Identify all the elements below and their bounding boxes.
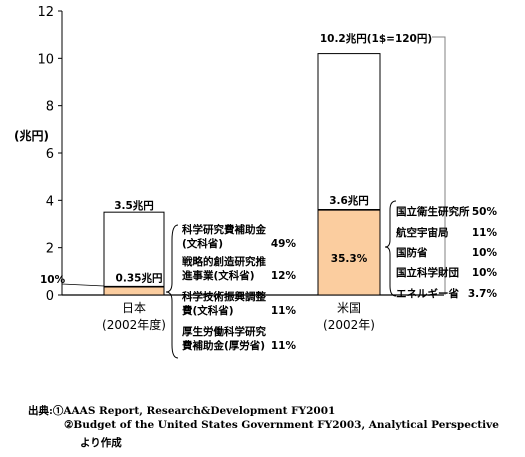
y-tick-label: 4: [46, 194, 54, 209]
bar-segment: [103, 286, 165, 296]
breakdown-label: 航空宇宙局: [396, 226, 449, 239]
breakdown-label: エネルギー省: [396, 287, 459, 300]
breakdown-label: 国立衛生研究所: [396, 205, 470, 218]
breakdown-label: 厚生労働科学研究: [182, 325, 266, 338]
breakdown-percent: 50%: [472, 206, 498, 218]
chart: 0 2 4 6 8 10 12 (兆円) 3.5兆円 0.35兆円 10% 10.2兆円(1$=120…: [14, 5, 498, 359]
source-line-2: ②Budget of the United States Government …: [64, 419, 499, 431]
breakdown-label: 費(文科省): [182, 304, 234, 317]
y-tick-label: 12: [37, 5, 54, 20]
breakdown-label: 国防省: [396, 246, 428, 259]
y-tick-label: 8: [46, 100, 54, 115]
y-tick-label: 6: [46, 147, 54, 162]
share-leader-line: [61, 283, 105, 287]
breakdown-label: 科学研究費補助金: [182, 223, 266, 236]
breakdown-label: 戦略的創造研究推: [182, 255, 266, 268]
source-line-1: 出典:①AAAS Report, Research&Development FY…: [28, 405, 336, 417]
data-label-part: 0.35兆円: [116, 272, 163, 285]
data-label-part: 3.6兆円: [329, 194, 369, 207]
y-tick-label: 0: [46, 289, 54, 304]
data-label-total: 10.2兆円(1$=120円): [320, 32, 432, 45]
y-tick-label: 2: [46, 242, 54, 257]
y-axis-label: (兆円): [14, 128, 49, 143]
breakdown-label: 科学技術振興調整: [182, 290, 266, 303]
data-label-share: 35.3%: [331, 253, 368, 265]
breakdown-percent: 12%: [271, 270, 297, 282]
breakdown-percent: 11%: [271, 305, 297, 317]
breakdown-percent: 10%: [472, 247, 498, 259]
breakdown-percent: 3.7%: [468, 288, 498, 300]
x-category-label: 米国: [337, 301, 361, 315]
breakdown-brace: [384, 200, 397, 297]
data-label-share: 10%: [40, 274, 66, 286]
breakdown-percent: 11%: [472, 227, 498, 239]
breakdown-percent: 11%: [271, 340, 297, 352]
breakdown-percent: 49%: [271, 238, 297, 250]
x-category-label: (2002年): [323, 318, 375, 332]
bar-total: [103, 211, 165, 296]
data-label-total: 3.5兆円: [114, 199, 154, 212]
x-category-label: (2002年度): [102, 317, 166, 332]
source-line-3: より作成: [80, 437, 122, 449]
breakdown-label: 費補助金(厚労省): [182, 339, 265, 352]
breakdown-percent: 10%: [472, 267, 498, 279]
x-category-label: 日本: [122, 301, 146, 315]
breakdown-label: 進事業(文科省): [182, 269, 255, 282]
y-tick-label: 10: [37, 52, 54, 67]
bar-segment: [317, 209, 381, 296]
breakdown-label: 国立科学財団: [396, 266, 459, 279]
breakdown-label: (文科省): [182, 237, 223, 250]
breakdown-brace: [165, 224, 179, 359]
connector-line: [432, 36, 446, 295]
